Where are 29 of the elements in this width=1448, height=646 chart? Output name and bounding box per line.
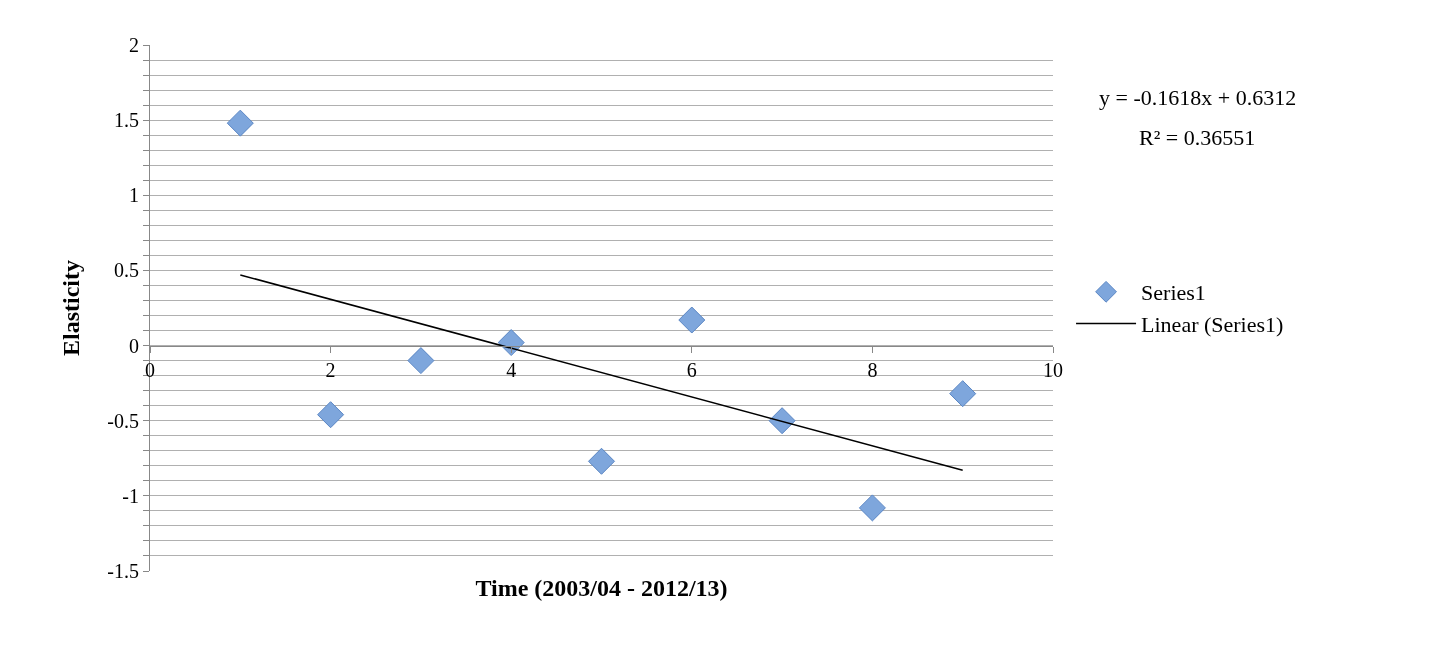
point [768,407,796,435]
y-tick-label: -0.5 [107,409,139,432]
text: y = -0.1618x + 0.6312 [1099,85,1297,110]
point [317,401,345,429]
y-tick-label: -1 [122,484,139,507]
point [407,347,435,375]
x-tick-label: 6 [686,358,697,381]
y-tick-label: -1.5 [107,560,139,582]
point [588,447,615,475]
x-tick-label: 8 [867,358,878,381]
text: R² = 0.36551 [1139,125,1256,150]
x-tick-label: 4 [506,358,517,381]
point [949,380,977,408]
x-axis-title: Time (2003/04 - 2012/13) [475,575,728,602]
point [226,109,254,137]
y-tick-label: 0 [129,334,139,357]
y-tick-label: 2 [129,34,139,56]
point [678,306,706,334]
x-tick-label: 10 [1043,358,1063,381]
y-axis-title: Elasticity [58,260,85,356]
point [497,329,525,357]
x-tick-label: 2 [325,358,336,381]
y-tick-label: 1 [129,184,139,207]
point [858,494,886,522]
legend-label: Linear (Series1) [1141,311,1284,337]
y-tick-label: 0.5 [114,259,139,282]
y-tick-label: 1.5 [114,109,139,132]
legend-label: Series1 [1141,280,1206,306]
x-tick-label: 0 [145,358,155,381]
